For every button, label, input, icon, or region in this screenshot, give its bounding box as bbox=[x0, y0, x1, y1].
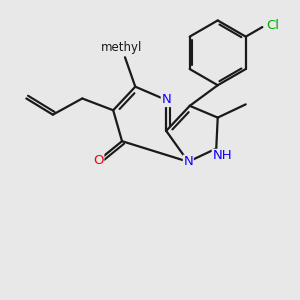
Text: O: O bbox=[93, 154, 104, 167]
Text: methyl: methyl bbox=[101, 41, 143, 54]
Text: NH: NH bbox=[212, 149, 232, 162]
Text: Cl: Cl bbox=[266, 19, 279, 32]
Text: N: N bbox=[183, 155, 193, 168]
Text: N: N bbox=[161, 93, 171, 106]
